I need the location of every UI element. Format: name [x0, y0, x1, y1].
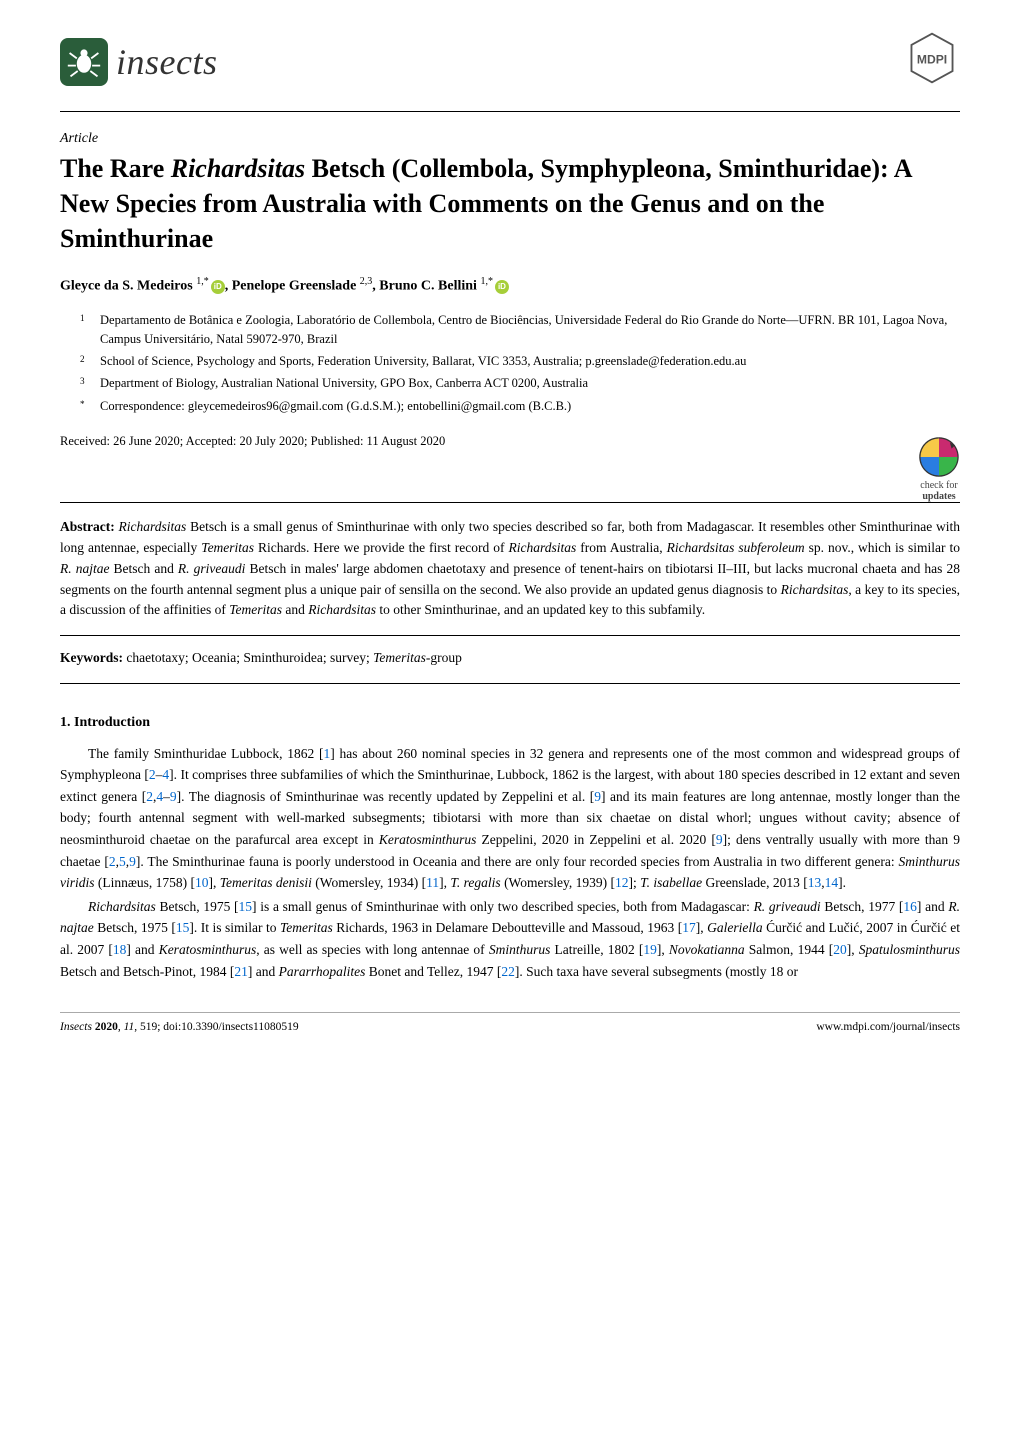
affiliation-text: Departamento de Botânica e Zoologia, Lab…	[100, 311, 960, 350]
authors-line: Gleyce da S. Medeiros 1,*, Penelope Gree…	[60, 274, 960, 297]
check-updates-icon	[918, 436, 960, 478]
article-title: The Rare Richardsitas Betsch (Collembola…	[60, 151, 960, 256]
abstract-text: Abstract: Richardsitas Betsch is a small…	[60, 517, 960, 622]
article-dates: Received: 26 June 2020; Accepted: 20 Jul…	[60, 432, 960, 451]
footer-citation: Insects 2020, 11, 519; doi:10.3390/insec…	[60, 1019, 299, 1036]
mdpi-icon: MDPI	[904, 30, 960, 86]
svg-text:MDPI: MDPI	[917, 53, 947, 67]
abstract-box: Abstract: Richardsitas Betsch is a small…	[60, 502, 960, 637]
title-pre: The Rare	[60, 154, 171, 183]
mdpi-logo: MDPI	[904, 30, 960, 93]
keywords-items: chaetotaxy; Oceania; Sminthuroidea; surv…	[126, 650, 462, 665]
abstract-body: Richardsitas Betsch is a small genus of …	[60, 519, 960, 618]
section-1-heading: 1. Introduction	[60, 712, 960, 733]
article-type: Article	[60, 128, 960, 149]
check-for-updates-badge[interactable]: check for updates	[918, 436, 960, 502]
insects-logo-icon	[60, 38, 108, 86]
affiliation-num: 3	[80, 374, 92, 395]
journal-logo-block: insects	[60, 35, 217, 89]
title-genus: Richardsitas	[171, 154, 305, 183]
orcid-icon[interactable]	[211, 280, 225, 294]
abstract-label: Abstract:	[60, 519, 115, 534]
affiliation-num: 2	[80, 352, 92, 373]
check-updates-line1: check for	[918, 480, 960, 491]
affiliation-item: 2 School of Science, Psychology and Spor…	[80, 352, 960, 373]
section-1-para-1: The family Sminthuridae Lubbock, 1862 [1…	[60, 743, 960, 894]
affiliation-item: 3 Department of Biology, Australian Nati…	[80, 374, 960, 395]
orcid-icon[interactable]	[495, 280, 509, 294]
affiliation-item: 1 Departamento de Botânica e Zoologia, L…	[80, 311, 960, 350]
bug-icon	[66, 44, 102, 80]
footer-journal-url[interactable]: www.mdpi.com/journal/insects	[816, 1019, 960, 1036]
affiliation-text: Department of Biology, Australian Nation…	[100, 374, 588, 395]
header-rule	[60, 111, 960, 112]
affiliation-num: *	[80, 397, 92, 418]
affiliation-text: Correspondence: gleycemedeiros96@gmail.c…	[100, 397, 571, 418]
keywords-block: Keywords: chaetotaxy; Oceania; Sminthuro…	[60, 648, 960, 683]
affiliation-text: School of Science, Psychology and Sports…	[100, 352, 746, 373]
journal-name: insects	[116, 35, 217, 89]
keywords-label: Keywords:	[60, 650, 123, 665]
check-updates-line2: updates	[918, 491, 960, 502]
affiliation-item: * Correspondence: gleycemedeiros96@gmail…	[80, 397, 960, 418]
section-1-body: The family Sminthuridae Lubbock, 1862 [1…	[60, 743, 960, 983]
affiliations-list: 1 Departamento de Botânica e Zoologia, L…	[80, 311, 960, 418]
page-header: insects MDPI	[0, 0, 1020, 103]
section-1-para-2: Richardsitas Betsch, 1975 [15] is a smal…	[60, 896, 960, 982]
affiliation-num: 1	[80, 311, 92, 350]
page-footer: Insects 2020, 11, 519; doi:10.3390/insec…	[60, 1012, 960, 1036]
